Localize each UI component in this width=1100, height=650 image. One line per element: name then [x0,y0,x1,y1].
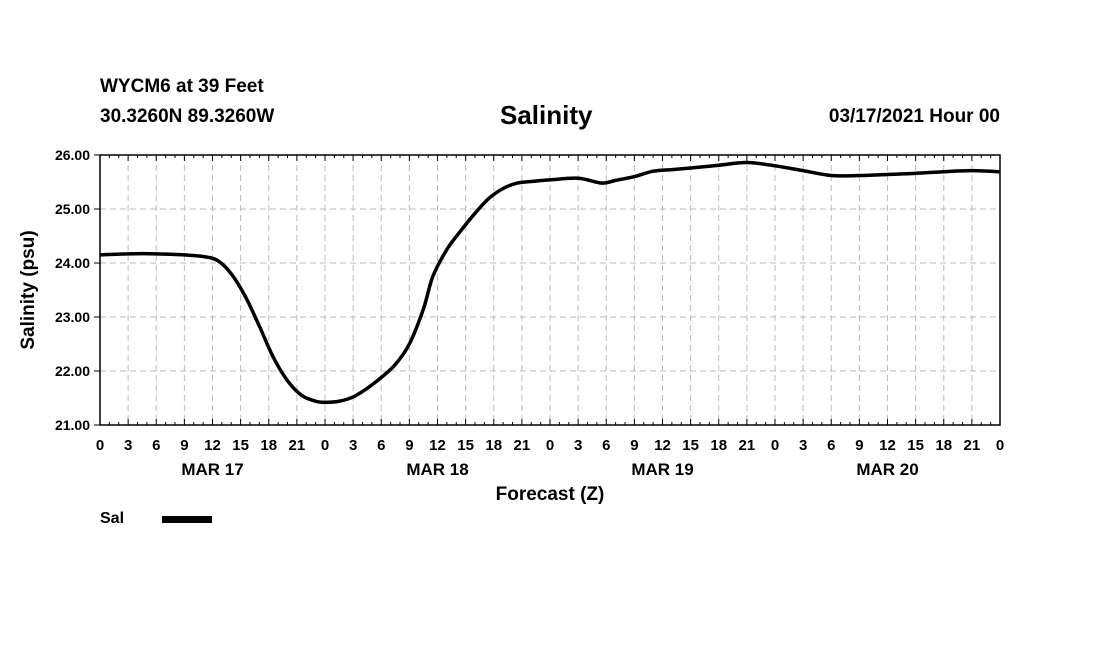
x-tick-label: 6 [152,437,160,454]
x-tick-label: 12 [879,437,896,454]
x-tick-label: 9 [180,437,188,454]
x-tick-label: 3 [124,437,132,454]
x-tick-label: 21 [964,437,981,454]
grid-lines [100,155,1000,425]
x-tick-label: 6 [827,437,835,454]
y-tick-label: 25.00 [55,201,90,217]
x-tick-label: 0 [996,437,1004,454]
x-tick-label: 9 [630,437,638,454]
coordinates-label: 30.3260N 89.3260W [100,106,275,127]
day-label: MAR 18 [406,460,468,479]
x-tick-label: 18 [935,437,952,454]
day-label: MAR 17 [181,460,243,479]
x-tick-label: 3 [799,437,807,454]
salinity-series-line [99,160,1001,405]
x-tick-label: 0 [771,437,779,454]
x-tick-label: 21 [739,437,756,454]
y-tick-label: 22.00 [55,363,90,379]
x-tick-label: 15 [232,437,249,454]
legend-label: Sal [100,510,125,527]
day-label: MAR 19 [631,460,693,479]
x-tick-label: 0 [546,437,554,454]
x-tick-label: 12 [654,437,671,454]
x-tick-label: 15 [682,437,699,454]
x-tick-label: 0 [96,437,104,454]
y-tick-label: 21.00 [55,417,90,433]
x-tick-label: 12 [204,437,221,454]
day-label: MAR 20 [856,460,918,479]
x-tick-label: 9 [855,437,863,454]
y-tick-label: 26.00 [55,147,90,163]
x-tick-label: 6 [377,437,385,454]
x-axis: 0 3 6 9 12 15 18 21 0 3 6 9 12 15 18 21 0 3 6 9 12 15 18 21 0 3 6 9… [96,155,1004,479]
x-tick-label: 18 [260,437,277,454]
y-axis-label: Salinity (psu) [18,230,39,349]
x-tick-label: 9 [405,437,413,454]
forecast-date: 03/17/2021 Hour 00 [828,106,1000,127]
x-tick-label: 12 [429,437,446,454]
x-tick-label: 0 [321,437,329,454]
x-tick-label: 6 [602,437,610,454]
x-tick-label: 18 [485,437,502,454]
y-axis: 21.00 22.00 23.00 24.00 25.00 26.00 [55,147,100,433]
y-tick-label: 24.00 [55,255,90,271]
chart-title: Salinity [500,100,593,130]
x-tick-label: 3 [574,437,582,454]
x-tick-label: 21 [514,437,531,454]
x-tick-label: 18 [710,437,727,454]
y-tick-label: 23.00 [55,309,90,325]
station-label: WYCM6 at 39 Feet [100,76,264,97]
x-tick-label: 15 [907,437,924,454]
x-tick-label: 3 [349,437,357,454]
plot-frame [99,154,1001,426]
x-axis-label: Forecast (Z) [496,484,605,505]
legend-swatch [162,516,212,523]
x-tick-label: 21 [289,437,306,454]
x-tick-label: 15 [457,437,474,454]
